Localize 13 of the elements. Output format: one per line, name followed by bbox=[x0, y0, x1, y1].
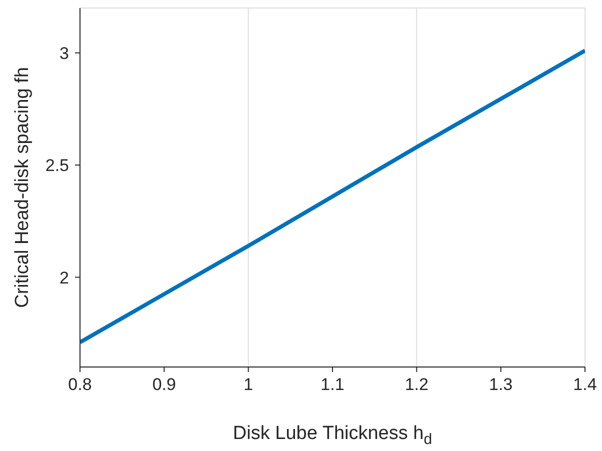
x-tick-label: 1.3 bbox=[489, 375, 513, 394]
y-tick-label: 2.5 bbox=[45, 156, 69, 176]
y-tick-label: 2 bbox=[60, 268, 69, 288]
x-tick-label: 1.1 bbox=[320, 375, 344, 394]
x-tick-label: 1.4 bbox=[573, 375, 597, 394]
x-tick-label: 0.8 bbox=[68, 375, 92, 394]
y-tick-label: 3 bbox=[60, 44, 69, 63]
x-tick-label: 0.9 bbox=[152, 375, 176, 394]
y-axis-title: Critical Head-disk spacing fh bbox=[12, 67, 33, 308]
x-axis-title: Disk Lube Thickness h$_{d}$ bbox=[232, 423, 432, 448]
line-series bbox=[80, 48, 585, 344]
x-tick-label: 1.2 bbox=[404, 375, 428, 394]
x-tick-label: 1 bbox=[244, 375, 254, 394]
